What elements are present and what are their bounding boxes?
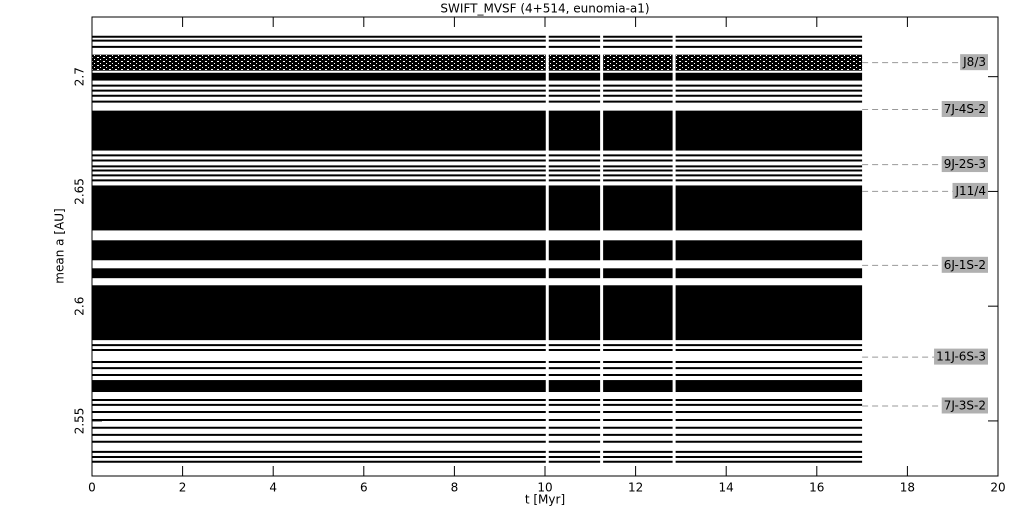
- trajectory-band: [92, 285, 863, 341]
- resonance-label-bg: [952, 182, 988, 199]
- y-tick-label: 2.7: [73, 67, 87, 86]
- resonance-label: 7J-3S-2: [944, 399, 986, 413]
- y-axis-label: mean a [AU]: [53, 208, 67, 283]
- trajectory-band: [92, 380, 863, 393]
- x-tick-label: 2: [179, 481, 187, 495]
- y-tick-label: 2.6: [73, 297, 87, 316]
- resonance-label: 6J-1S-2: [944, 258, 986, 272]
- resonance-label-bg: [941, 100, 988, 117]
- resonance-label-bg: [941, 156, 988, 173]
- x-tick-label: 12: [628, 481, 643, 495]
- x-tick-label: 10: [537, 481, 552, 495]
- data-gap: [545, 18, 549, 475]
- chaotic-band: [92, 54, 863, 71]
- resonance-label: J11/4: [955, 184, 987, 198]
- x-tick-label: 14: [719, 481, 734, 495]
- data-gap: [600, 18, 604, 475]
- resonance-label-bg: [934, 348, 988, 365]
- trajectory-band: [92, 72, 863, 81]
- resonance-label: 9J-2S-3: [944, 157, 986, 171]
- resonance-label-bg: [960, 54, 988, 71]
- trajectory-band: [92, 268, 863, 279]
- trajectory-band: [92, 185, 863, 231]
- x-tick-label: 20: [990, 481, 1005, 495]
- y-tick-label: 2.55: [73, 408, 87, 435]
- y-tick-label: 2.65: [73, 178, 87, 205]
- x-tick-label: 6: [360, 481, 368, 495]
- x-tick-label: 4: [269, 481, 277, 495]
- resonance-label: 11J-6S-3: [936, 350, 986, 364]
- x-tick-label: 18: [900, 481, 915, 495]
- resonance-label-bg: [941, 397, 988, 414]
- data-gap: [672, 18, 676, 475]
- resonance-label: 7J-4S-2: [944, 102, 986, 116]
- resonance-label-bg: [941, 256, 988, 273]
- x-tick-label: 16: [809, 481, 824, 495]
- x-tick-label: 0: [88, 481, 96, 495]
- trajectory-band: [92, 110, 863, 151]
- chart-title: SWIFT_MVSF (4+514, eunomia-a1): [440, 2, 649, 16]
- x-tick-label: 8: [451, 481, 459, 495]
- trajectory-band: [92, 240, 863, 261]
- x-axis-label: t [Myr]: [525, 493, 565, 507]
- resonance-label: J8/3: [962, 55, 986, 69]
